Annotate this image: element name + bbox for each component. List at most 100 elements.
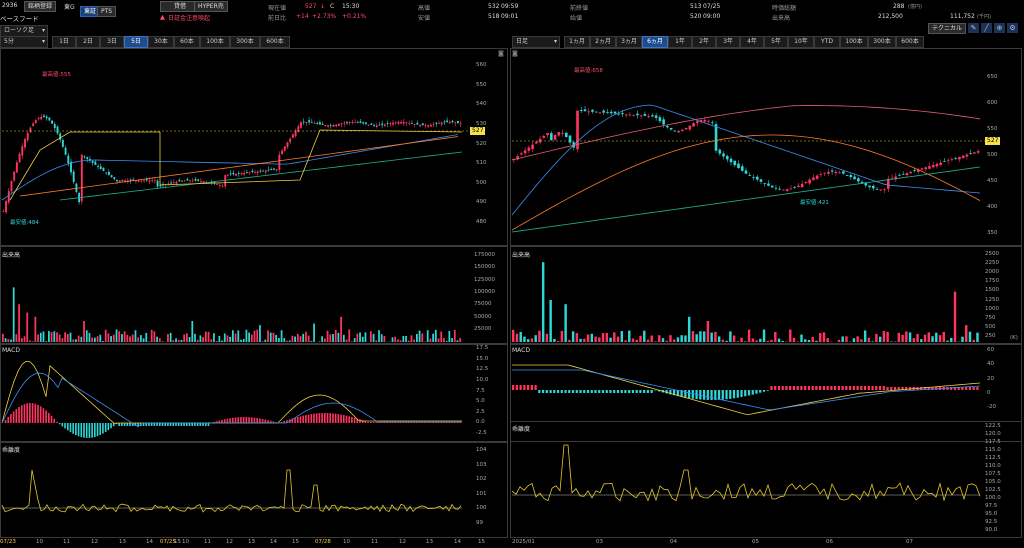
- right-macd-bar: [841, 386, 844, 390]
- right-volume-tick: 1500: [985, 287, 999, 294]
- right-candle: [976, 151, 980, 153]
- right-period-tab[interactable]: 300本: [868, 36, 896, 48]
- volume-value: 212,500: [878, 13, 903, 20]
- left-volume-bar: [321, 336, 324, 342]
- prevclose-label: 前終値: [570, 5, 589, 12]
- left-macd-bar: [345, 415, 348, 423]
- left-candle: [97, 166, 100, 167]
- left-period-tab[interactable]: 100本: [200, 36, 230, 48]
- volume-label: 出来高: [772, 15, 791, 22]
- right-period-tab[interactable]: 100本: [840, 36, 868, 48]
- right-macd-bar: [526, 385, 530, 390]
- left-volume-bar: [15, 334, 18, 342]
- right-period-tab[interactable]: 600本: [896, 36, 924, 48]
- left-candle: [94, 161, 97, 165]
- pts-button[interactable]: PTS: [97, 6, 117, 17]
- left-macd-tick: -2.5: [476, 430, 487, 436]
- left-camera-icon[interactable]: ◙: [498, 50, 504, 57]
- left-volume-bar: [83, 321, 85, 342]
- settings-icon[interactable]: ⚙: [1007, 23, 1018, 33]
- right-volume-bar: [624, 340, 627, 342]
- hyper-button[interactable]: HYPER売: [194, 1, 228, 12]
- left-macd-bar: [361, 420, 364, 423]
- left-macd-bar: [12, 411, 15, 423]
- right-volume-bar: [740, 337, 743, 342]
- left-period-tab[interactable]: 1日: [52, 36, 76, 48]
- right-period-tab[interactable]: 2年: [692, 36, 716, 48]
- left-period-tab[interactable]: 2日: [76, 36, 100, 48]
- right-volume-bar: [920, 339, 923, 342]
- left-volume-bar: [405, 335, 407, 342]
- left-period-tab[interactable]: 60本: [174, 36, 200, 48]
- left-ma-short: [9, 129, 463, 201]
- left-macd-bar: [61, 423, 64, 427]
- left-volume-bar: [372, 333, 375, 342]
- chart-type-select[interactable]: ローソク足 ▾: [0, 25, 48, 37]
- right-camera-icon[interactable]: ◙: [512, 50, 518, 57]
- left-macd-bar: [250, 417, 253, 423]
- left-macd-bar: [294, 417, 296, 423]
- left-period-tab[interactable]: 30本: [148, 36, 174, 48]
- right-macd-bar: [534, 385, 537, 390]
- right-rsi-tick: 97.5: [985, 503, 998, 509]
- right-macd-bar: [624, 390, 627, 393]
- left-volume-bar: [294, 336, 296, 342]
- left-macd-bar: [434, 422, 437, 423]
- left-volume-bar: [199, 335, 202, 342]
- left-candle: [281, 150, 284, 155]
- right-volume-bar: [646, 339, 650, 342]
- technical-button[interactable]: テクニカル: [928, 23, 967, 34]
- right-period-tab[interactable]: 10年: [788, 36, 814, 48]
- left-period-tab[interactable]: 600本: [260, 36, 290, 48]
- right-period-tab[interactable]: 2ヵ月: [590, 36, 616, 48]
- left-x-tick: 12: [91, 539, 98, 545]
- pen-icon[interactable]: ✎: [968, 23, 979, 33]
- right-period-tab[interactable]: 6ヵ月: [642, 36, 668, 48]
- left-macd-bar: [218, 420, 221, 423]
- left-macd-bar: [386, 422, 388, 423]
- warning-text[interactable]: 日証金注意喚起: [168, 15, 211, 22]
- right-volume-bar: [616, 336, 620, 342]
- left-candle: [189, 180, 192, 182]
- right-volume-bar: [590, 333, 594, 342]
- register-button[interactable]: 銘柄登録: [24, 1, 57, 12]
- left-volume-bar: [215, 340, 218, 342]
- right-candle: [662, 119, 665, 125]
- right-interval-select[interactable]: 日足 ▾: [512, 36, 560, 48]
- right-period-tab[interactable]: 3ヵ月: [616, 36, 642, 48]
- left-candle: [459, 123, 462, 125]
- right-period-tab[interactable]: 3年: [716, 36, 740, 48]
- left-period-tab[interactable]: 5日: [124, 36, 148, 48]
- left-volume-bar: [245, 329, 248, 342]
- left-macd-bar: [245, 417, 248, 423]
- left-macd-bar: [237, 417, 240, 423]
- left-x-tick: 07/23: [0, 539, 16, 545]
- left-volume-bar: [69, 332, 72, 342]
- right-macd-tick: 40: [987, 361, 994, 368]
- right-candle: [958, 156, 961, 160]
- right-period-tab[interactable]: YTD: [814, 36, 840, 48]
- right-macd-bar: [961, 387, 964, 390]
- right-period-tab[interactable]: 4年: [740, 36, 764, 48]
- left-candle: [251, 170, 254, 173]
- left-candle: [113, 177, 116, 180]
- right-candle: [916, 169, 920, 172]
- left-macd-bar: [75, 423, 77, 436]
- left-period-tab[interactable]: 3日: [100, 36, 124, 48]
- left-candle: [305, 121, 308, 124]
- zoom-icon[interactable]: ⊕: [994, 23, 1005, 33]
- left-volume-bar: [129, 336, 131, 342]
- left-candle: [229, 173, 232, 175]
- left-price-tag: 527: [470, 127, 486, 135]
- prev-diff-pct: +2.73%: [312, 13, 337, 20]
- right-period-tab[interactable]: 5年: [764, 36, 788, 48]
- line-draw-icon[interactable]: ╱: [981, 23, 992, 33]
- left-candle: [308, 120, 311, 123]
- right-macd-bar: [950, 387, 953, 390]
- left-candle: [216, 184, 219, 186]
- right-period-tab[interactable]: 1ヵ月: [564, 36, 590, 48]
- left-period-tab[interactable]: 300本: [230, 36, 260, 48]
- left-candle: [151, 180, 154, 182]
- right-period-tab[interactable]: 1年: [668, 36, 692, 48]
